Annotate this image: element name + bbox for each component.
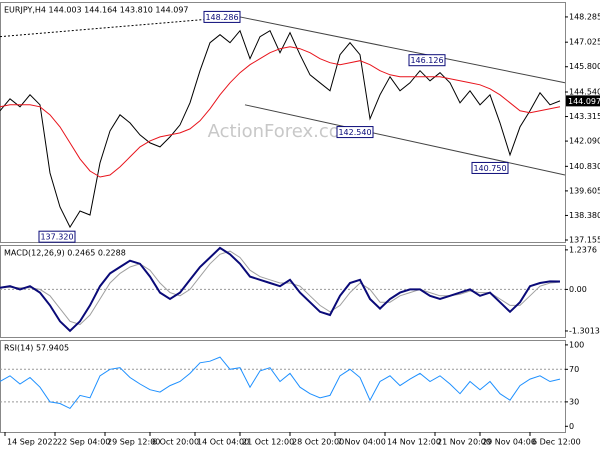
- price-annotation: 140.750: [473, 164, 506, 173]
- y-tick-label: 137.155: [569, 235, 600, 244]
- series-line: [0, 46, 561, 178]
- y-tick-label: 139.605: [569, 186, 600, 195]
- price-annotation: 142.540: [338, 128, 371, 137]
- watermark: ActionForex.com: [208, 121, 358, 142]
- x-tick-label: 14 Sep 2022: [7, 438, 58, 447]
- x-tick-label: 29 Sep 12:00: [107, 438, 160, 447]
- y-tick-label: 30: [569, 397, 579, 406]
- y-tick-label: 143.315: [569, 112, 600, 121]
- pane-frame: [0, 2, 566, 243]
- last-price-label: 144.097: [568, 97, 600, 106]
- trend-line: [239, 16, 566, 84]
- series-line: [0, 356, 561, 410]
- x-tick-label: 14 Oct 04:00: [197, 438, 249, 447]
- x-tick-label: 14 Nov 12:00: [387, 438, 441, 447]
- x-tick-label: 6 Dec 12:00: [532, 438, 581, 447]
- y-tick-label: 70: [569, 365, 579, 374]
- y-tick-label: 144.540: [569, 87, 600, 96]
- pane-frame: [0, 245, 566, 338]
- y-tick-label: 100: [569, 340, 584, 349]
- y-tick-label: 145.800: [569, 62, 600, 71]
- x-tick-label: 21 Oct 12:00: [242, 438, 294, 447]
- price-annotation: 137.320: [40, 233, 73, 242]
- x-tick-label: 7 Nov 04:00: [337, 438, 386, 447]
- pane-title: RSI(14) 57.9405: [4, 344, 69, 353]
- price-annotation-box: [408, 54, 446, 67]
- y-tick-label: 1.2376: [569, 245, 597, 254]
- x-tick-label: 6 Oct 20:00: [152, 438, 199, 447]
- y-tick-label: 148.285: [569, 12, 600, 21]
- y-tick-label: 0: [569, 422, 574, 431]
- last-price-box: [566, 95, 600, 107]
- y-tick-label: 138.380: [569, 211, 600, 220]
- series-line: [0, 29, 561, 229]
- y-tick-label: -1.3013: [569, 326, 600, 335]
- price-annotation-box: [336, 126, 374, 139]
- x-tick-label: 28 Oct 20:00: [292, 438, 344, 447]
- y-tick-label: 142.090: [569, 137, 600, 146]
- y-tick-label: 0.00: [569, 285, 587, 294]
- x-tick-label: 22 Sep 04:00: [57, 438, 110, 447]
- y-tick-label: 140.830: [569, 162, 600, 171]
- x-tick-label: 21 Nov 20:00: [437, 438, 491, 447]
- trend-line: [244, 104, 566, 176]
- price-annotation-box: [203, 10, 241, 23]
- price-annotation: 148.286: [205, 13, 238, 22]
- pane-frame: [0, 340, 566, 433]
- price-annotation-box: [471, 161, 509, 174]
- trend-line: [0, 16, 236, 38]
- series-line: [0, 250, 561, 326]
- pane-title: EURJPY,H4 144.003 144.164 143.810 144.09…: [4, 6, 189, 15]
- y-tick-label: 147.025: [569, 38, 600, 47]
- x-tick-label: 29 Nov 04:00: [482, 438, 536, 447]
- series-line: [0, 246, 561, 333]
- price-annotation: 146.126: [410, 56, 443, 65]
- pane-title: MACD(12,26,9) 0.2465 0.2288: [4, 249, 126, 258]
- price-annotation-box: [38, 230, 76, 243]
